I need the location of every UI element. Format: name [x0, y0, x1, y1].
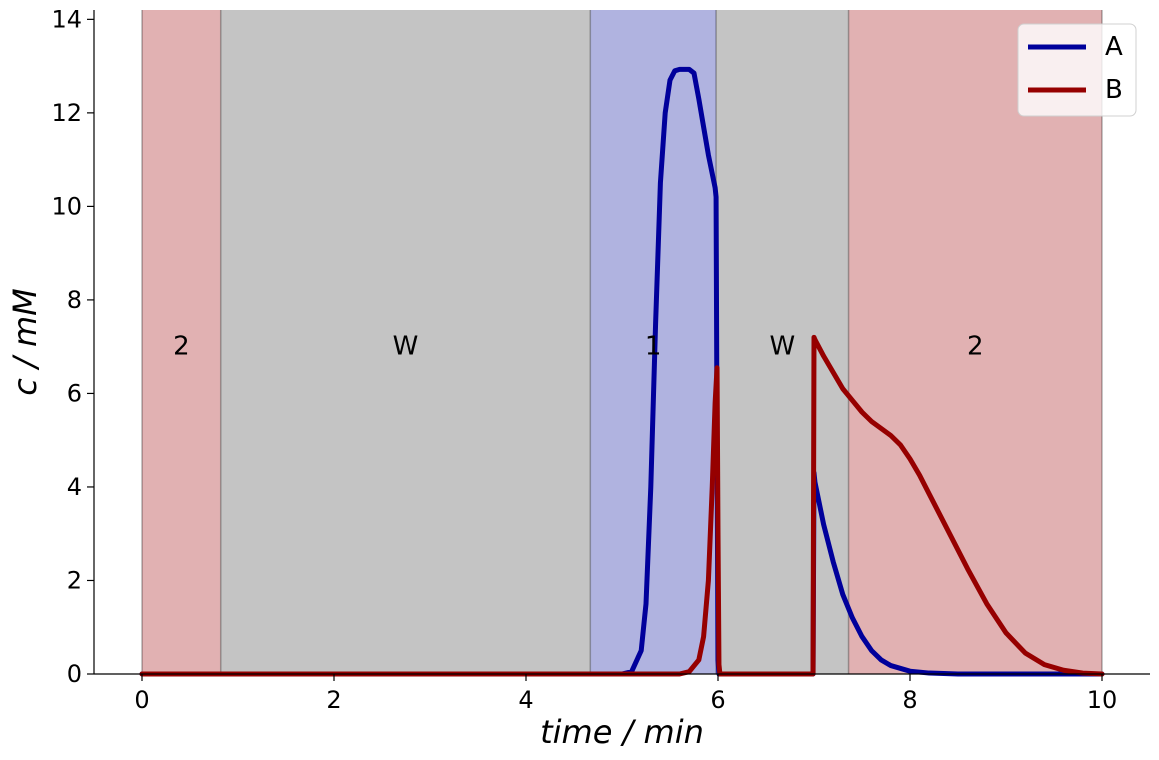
x-tick-label-4: 8	[902, 686, 917, 714]
region-3	[716, 10, 849, 674]
y-tick-label-7: 14	[51, 5, 82, 33]
y-tick-label-1: 2	[67, 566, 82, 594]
x-tick-label-0: 0	[134, 686, 149, 714]
y-tick-label-0: 0	[67, 660, 82, 688]
series-layer	[139, 66, 1105, 677]
region-label-4: 2	[967, 332, 984, 362]
region-label-1: W	[393, 332, 419, 362]
x-tick-label-2: 4	[518, 686, 533, 714]
regions-layer	[141, 10, 1103, 674]
y-axis-label: c / mM	[6, 288, 44, 396]
axes-layer	[93, 10, 1150, 675]
y-tick-label-2: 4	[67, 473, 82, 501]
x-axis-label: time / min	[540, 713, 704, 751]
legend: AB	[1017, 23, 1137, 117]
region-label-0: 2	[173, 332, 190, 362]
region-1	[220, 10, 591, 674]
region-4	[848, 10, 1102, 674]
region-label-3: W	[769, 332, 795, 362]
y-tick-label-5: 10	[51, 192, 82, 220]
legend-label-a: A	[1105, 32, 1123, 62]
x-tick-label-1: 2	[326, 686, 341, 714]
x-tick-label-3: 6	[710, 686, 725, 714]
y-tick-label-4: 8	[67, 286, 82, 314]
y-tick-label-6: 12	[51, 99, 82, 127]
region-label-2: 1	[645, 332, 662, 362]
legend-label-b: B	[1105, 75, 1123, 105]
region-labels-layer: 2 W 1 W 2	[173, 332, 983, 362]
series-line-b	[139, 334, 1105, 677]
x-tick-label-5: 10	[1087, 686, 1118, 714]
region-0	[142, 10, 221, 674]
y-tick-label-3: 6	[67, 379, 82, 407]
